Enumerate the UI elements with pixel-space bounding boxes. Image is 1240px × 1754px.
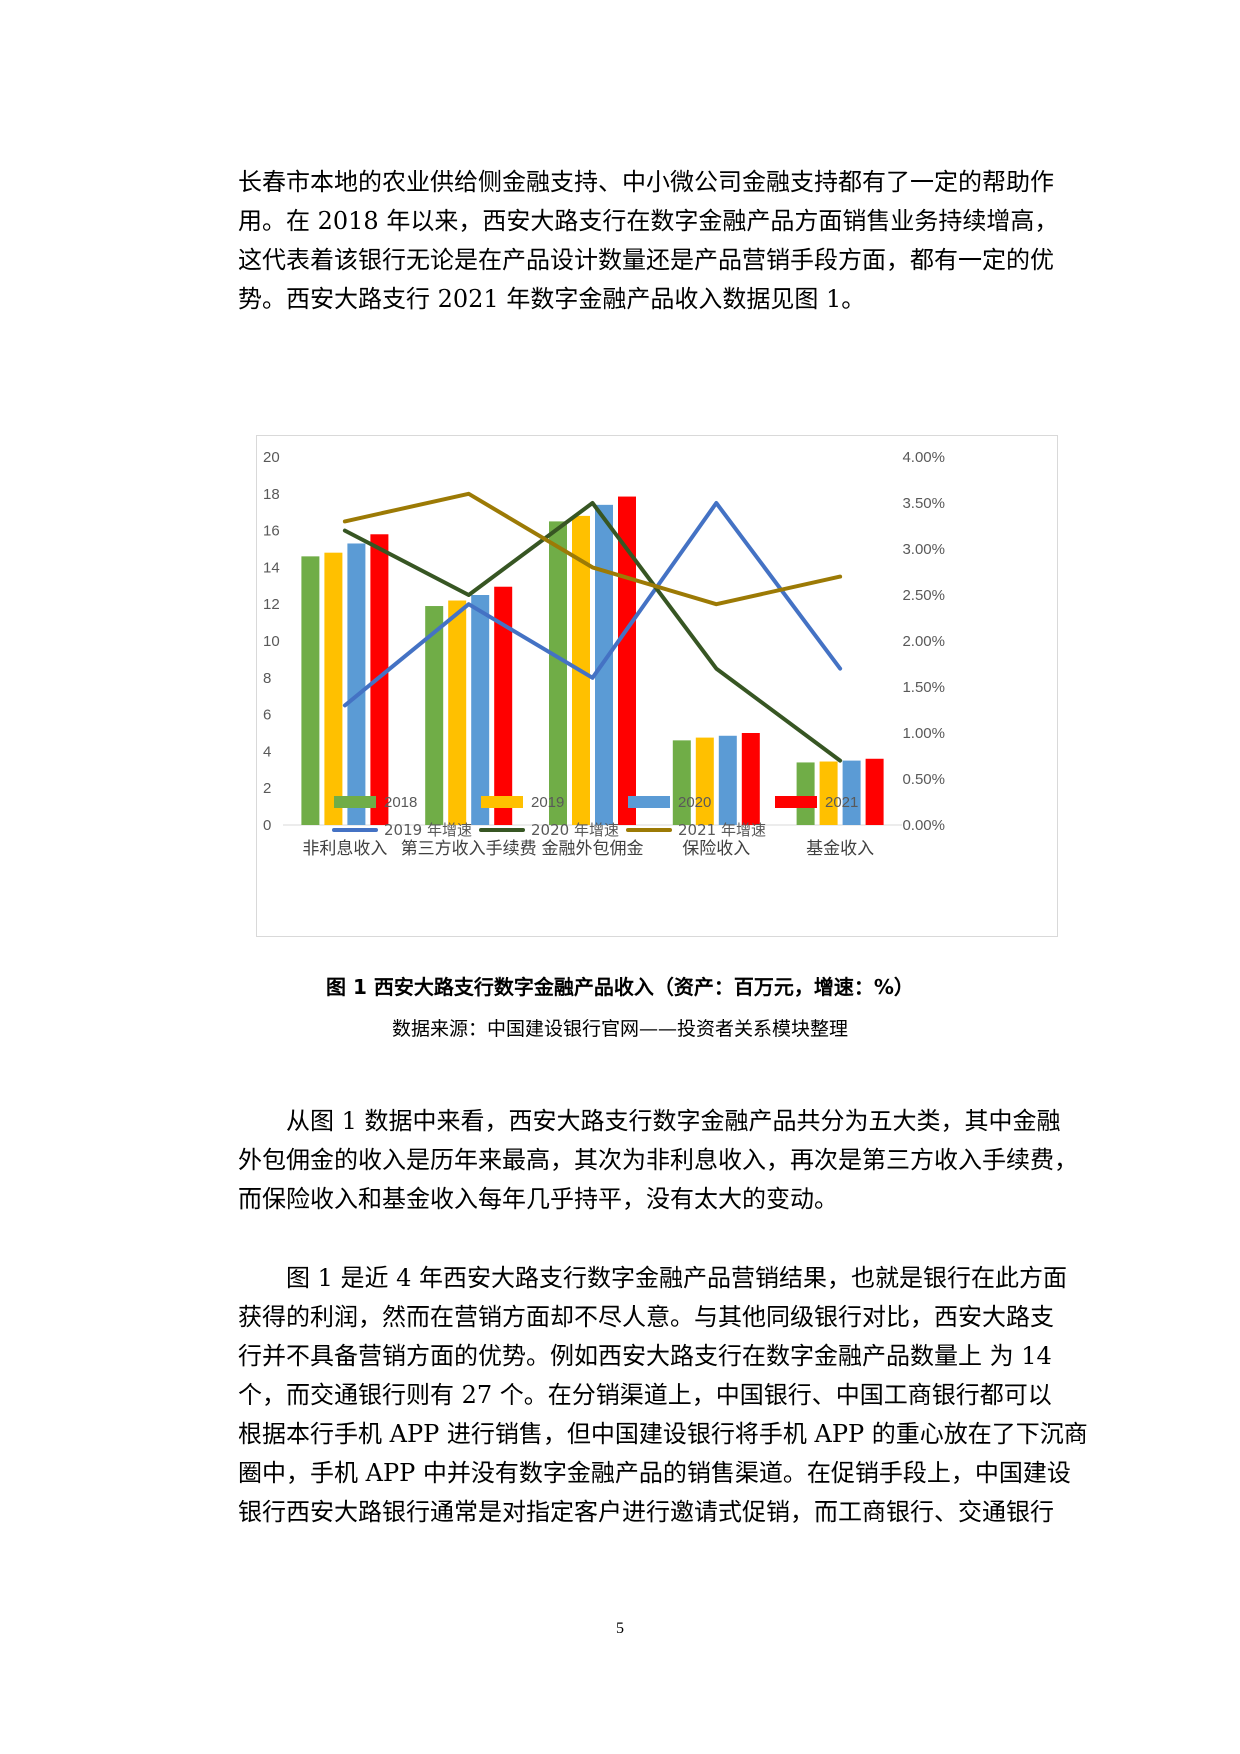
bar-2020 [718,735,737,825]
y-right-tick-label: 3.00% [902,541,945,558]
bar-2021 [494,586,513,825]
text-line: 这代表着该银行无论是在产品设计数量还是产品营销手段方面，都有一定的优 [238,246,1054,274]
figure-chart: 0 2 4 6 8 10 12 14 16 18 20 0.00% 0.50% 1.00% 1.50% 2.0… [256,435,1058,937]
paragraph-intro: 长春市本地的农业供给侧金融支持、中小微公司金融支持都有了一定的帮助作 用。在 2… [238,163,1094,319]
x-tick-label: 第三方收入手续费 [401,839,537,859]
bar-2019 [695,737,714,825]
y-left-tick-label: 10 [263,633,280,650]
line-2019 年增速 [342,501,843,708]
y-left-tick-label: 16 [263,523,280,540]
page-number: 5 [616,1620,624,1637]
text-line: 圈中，手机 APP 中并没有数字金融产品的销售渠道。在促销手段上，中国建设 [238,1459,1071,1487]
y-left-tick-label: 2 [263,780,271,797]
bar-2019 [819,761,838,825]
bar-2018 [425,606,444,825]
text-line: 长春市本地的农业供给侧金融支持、中小微公司金融支持都有了一定的帮助作 [238,168,1054,196]
bar-2018 [549,521,567,825]
text-line: 行并不具备营销方面的优势。例如西安大路支行在数字金融产品数量上 为 14 [238,1342,1052,1370]
x-tick-label: 非利息收入 [302,839,387,859]
y-left-tick-label: 4 [263,743,271,760]
bar-2019 [324,552,343,825]
y-left-tick-label: 20 [263,449,280,466]
y-left-tick-label: 0 [263,817,271,834]
legend-swatch [481,796,523,808]
text-line: 外包佣金的收入是历年来最高，其次为非利息收入，再次是第三方收入手续费， [238,1146,1078,1174]
legend-swatch [775,796,817,808]
text-line: 而保险收入和基金收入每年几乎持平，没有太大的变动。 [238,1185,838,1213]
y-left-tick-label: 14 [263,559,280,576]
text-line: 势。西安大路支行 2021 年数字金融产品收入数据见图 1。 [238,285,866,313]
y-left-tick-label: 6 [263,707,271,724]
legend-label: 2019 年增速 [384,821,472,839]
text-line: 从图 1 数据中来看，西安大路支行数字金融产品共分为五大类，其中金融 [286,1107,1061,1135]
paragraph-marketing: 图 1 是近 4 年西安大路支行数字金融产品营销结果，也就是银行在此方面 获得的… [238,1259,1094,1532]
bar-2018 [796,762,815,825]
x-tick-label: 金融外包佣金 [542,839,644,859]
line-2021 年增速 [342,491,843,607]
bar-2019 [448,600,467,825]
legend-swatch [628,796,670,808]
y-left-tick-label: 18 [263,486,280,503]
y-right-tick-label: 4.00% [902,449,945,466]
legend-label: 2021 [825,794,858,811]
line-2020 年增速 [342,501,843,763]
legend-swatch [334,796,376,808]
text-line: 获得的利润，然而在营销方面却不尽人意。与其他同级银行对比，西安大路支 [238,1303,1054,1331]
paragraph-analysis: 从图 1 数据中来看，西安大路支行数字金融产品共分为五大类，其中金融 外包佣金的… [238,1102,1094,1219]
bar-2018 [672,740,691,825]
y-right-tick-label: 3.50% [902,495,945,512]
text-line: 银行西安大路银行通常是对指定客户进行邀请式促销，而工商银行、交通银行 [238,1498,1054,1526]
figure-source: 数据来源：中国建设银行官网——投资者关系模块整理 [391,1018,848,1040]
legend-label: 2019 [531,794,564,811]
legend-label: 2018 [384,794,417,811]
bar-2020 [347,543,366,825]
y-left-tick-label: 12 [263,596,280,613]
y-right-tick-label: 1.00% [902,725,945,742]
text-line: 根据本行手机 APP 进行销售，但中国建设银行将手机 APP 的重心放在了下沉商 [238,1420,1088,1448]
text-line: 个，而交通银行则有 27 个。在分销渠道上，中国银行、中国工商银行都可以 [238,1381,1052,1409]
legend-label: 2020 年增速 [531,821,619,839]
bar-2018 [301,556,320,825]
y-left-tick-label: 8 [263,670,271,687]
y-right-tick-label: 0.00% [902,817,945,834]
bar-2021 [741,733,760,825]
figure-caption: 图 1 西安大路支行数字金融产品收入（资产：百万元，增速：%） [326,975,914,999]
text-line: 图 1 是近 4 年西安大路支行数字金融产品营销结果，也就是银行在此方面 [286,1264,1068,1292]
bar-2021 [865,758,884,825]
x-tick-label: 保险收入 [682,839,750,859]
bar-2020 [471,595,490,825]
y-right-tick-label: 1.50% [902,679,945,696]
y-right-tick-label: 2.50% [902,587,945,604]
legend-label: 2020 [678,794,711,811]
y-right-tick-label: 2.00% [902,633,945,650]
text-line: 用。在 2018 年以来，西安大路支行在数字金融产品方面销售业务持续增高， [238,207,1059,235]
x-tick-label: 基金收入 [806,839,874,859]
legend-label: 2021 年增速 [678,821,766,839]
income-chart: 0 2 4 6 8 10 12 14 16 18 20 0.00% 0.50% 1.00% 1.50% 2.0… [263,449,945,859]
y-right-tick-label: 0.50% [902,771,945,788]
bar-2020 [842,760,861,825]
